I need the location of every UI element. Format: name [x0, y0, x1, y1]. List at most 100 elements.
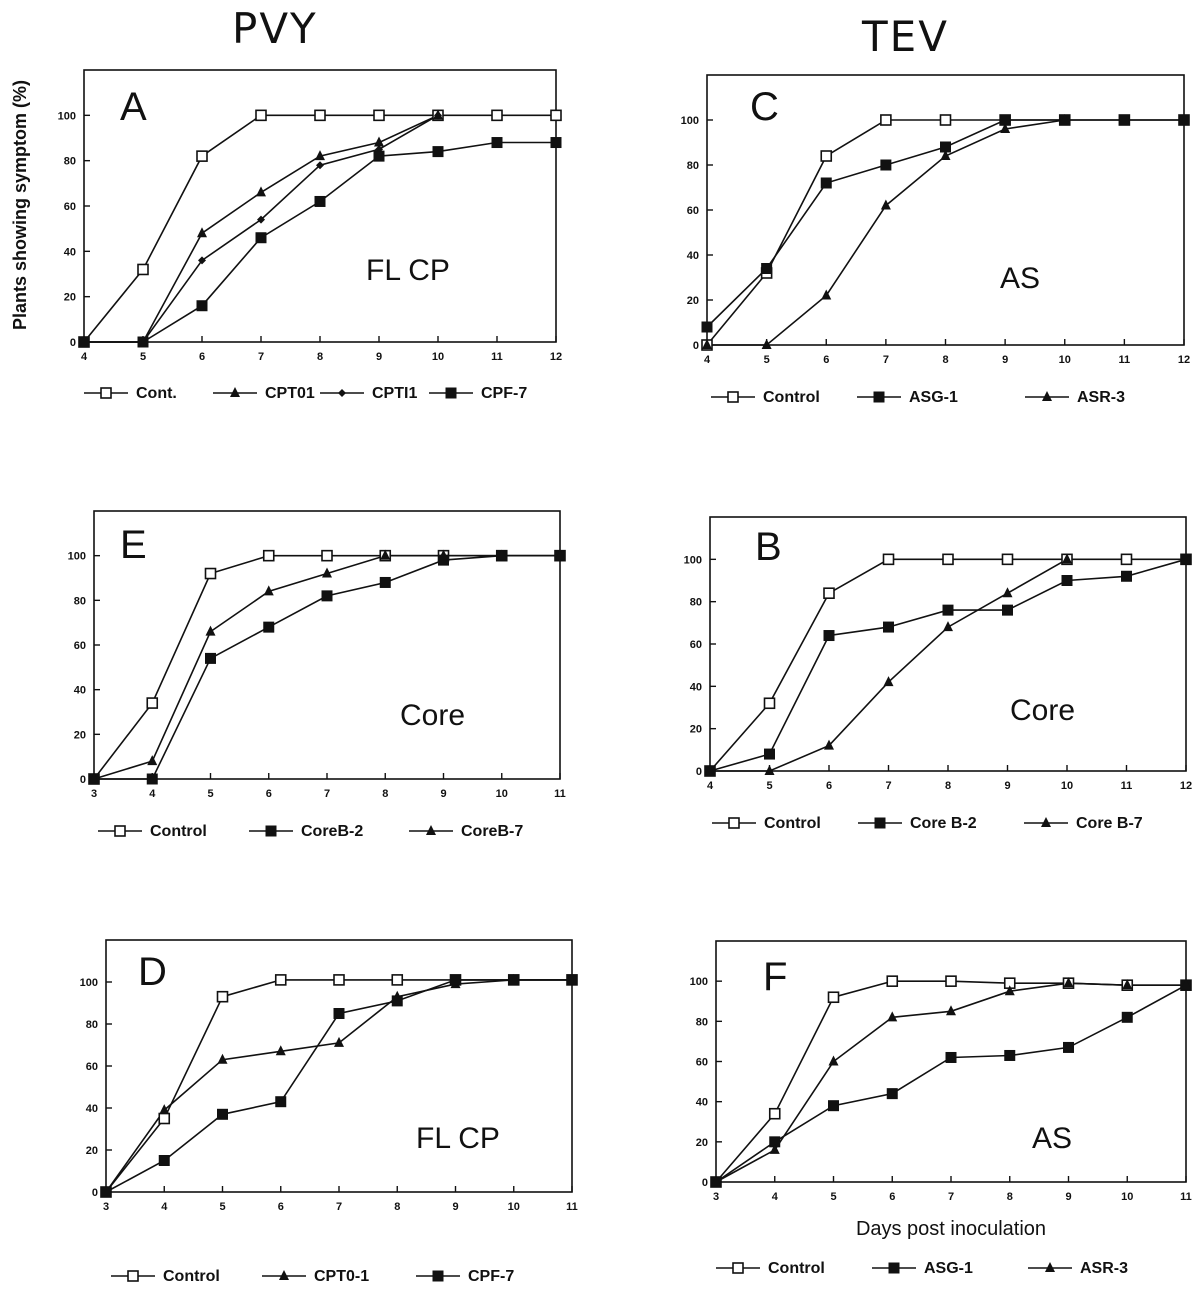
legend-label: ASR-3	[1080, 1260, 1128, 1277]
y-tick-label: 20	[64, 292, 76, 304]
data-point	[491, 137, 503, 149]
series-line	[84, 114, 439, 343]
data-point	[566, 974, 578, 986]
data-point	[333, 1008, 345, 1019]
y-tick-label: 100	[690, 976, 708, 988]
data-point	[886, 1088, 898, 1100]
x-tick-label: 9	[1065, 1191, 1071, 1203]
data-point	[217, 1108, 228, 1120]
panel-d: 0 20 40 60 80 100 3 4 5 6 7 8 9 10 11 D FL CP Control CPT0…	[80, 939, 578, 1285]
y-tick-label: 100	[58, 110, 76, 122]
x-tick-label: 10	[508, 1201, 520, 1213]
legend-marker	[265, 825, 277, 837]
x-tick-label: 6	[889, 1191, 895, 1203]
x-tick-label: 7	[336, 1201, 342, 1213]
legend-marker	[1045, 1262, 1055, 1272]
data-point	[1061, 575, 1073, 586]
data-point	[764, 765, 775, 775]
data-point	[217, 1053, 228, 1064]
data-point	[491, 109, 503, 122]
data-point	[263, 585, 274, 596]
data-point	[883, 676, 894, 687]
data-point	[1118, 114, 1130, 126]
legend-label: CPF-7	[481, 385, 527, 402]
y-tick-label: 20	[690, 724, 702, 736]
data-point	[823, 630, 835, 642]
data-point	[769, 1143, 780, 1154]
data-point	[334, 1036, 344, 1047]
legend-label: Control	[163, 1268, 220, 1285]
x-tick-label: 5	[766, 780, 772, 792]
legend-marker	[728, 817, 740, 829]
x-tick-label: 5	[140, 351, 146, 363]
y-tick-label: 80	[74, 595, 86, 607]
legend-label: Control	[768, 1260, 825, 1277]
y-tick-label: 0	[92, 1187, 98, 1199]
x-tick-label: 6	[199, 351, 205, 363]
data-point	[432, 146, 444, 158]
x-tick-label: 3	[103, 1201, 109, 1213]
y-tick-label: 60	[687, 205, 699, 217]
data-point	[205, 625, 216, 636]
data-point	[1001, 553, 1014, 566]
data-point	[701, 321, 713, 333]
data-point	[883, 621, 894, 633]
data-point	[374, 136, 384, 147]
x-tick-label: 8	[394, 1201, 400, 1213]
data-point	[100, 1186, 112, 1198]
data-point	[314, 109, 326, 122]
legend-marker	[230, 387, 240, 397]
legend-label: ASG-1	[924, 1260, 973, 1277]
data-point	[158, 1155, 170, 1166]
series-line	[707, 119, 1065, 346]
data-point	[316, 161, 324, 170]
data-point	[887, 1011, 898, 1022]
data-point	[78, 336, 90, 348]
data-point	[880, 114, 892, 126]
data-point	[322, 567, 332, 578]
data-point	[1004, 1049, 1016, 1061]
y-tick-label: 20	[86, 1145, 98, 1157]
legend-marker	[100, 387, 112, 399]
data-point	[257, 215, 265, 224]
data-point	[137, 263, 149, 276]
data-point	[1063, 977, 1074, 988]
series-line	[710, 558, 1068, 772]
x-tick-label: 10	[1121, 1191, 1133, 1203]
data-point	[942, 553, 954, 566]
y-tick-label: 80	[690, 597, 702, 609]
data-point	[438, 549, 449, 560]
x-tick-label: 12	[1178, 354, 1190, 366]
x-tick-label: 6	[278, 1201, 284, 1213]
panel-a: 0 20 40 60 80 100 4 5 6 7 8 9 10 11 12 Plants showing s…	[10, 69, 562, 402]
x-tick-label: 3	[713, 1191, 719, 1203]
data-point	[274, 974, 287, 986]
data-point	[333, 974, 345, 986]
data-point	[159, 1104, 170, 1115]
data-point	[137, 336, 149, 348]
data-point	[434, 111, 442, 120]
y-tick-label: 40	[74, 685, 86, 697]
panel-annotation: FL CP	[366, 254, 450, 287]
data-point	[1121, 570, 1132, 582]
x-tick-label: 5	[219, 1201, 225, 1213]
y-axis-label: Plants showing symptom (%)	[10, 80, 30, 330]
data-point	[315, 150, 325, 161]
legend-label: Control	[150, 823, 207, 840]
x-tick-label: 12	[550, 351, 562, 363]
series-line	[93, 554, 560, 780]
x-tick-label: 9	[1002, 354, 1008, 366]
data-point	[827, 991, 840, 1004]
legend-label: Core B-7	[1076, 815, 1143, 832]
data-point	[828, 1100, 839, 1112]
x-tick-label: 5	[830, 1191, 836, 1203]
data-point	[198, 256, 206, 265]
panel-b: 0 20 40 60 80 100 4 5 6 7 8 9 10 11 12 B Core Control Core…	[684, 516, 1192, 832]
legend-label: ASR-3	[1077, 389, 1125, 406]
legend-label: CPF-7	[468, 1268, 514, 1285]
data-point	[880, 199, 891, 210]
x-tick-label: 10	[432, 351, 444, 363]
data-point	[943, 621, 953, 632]
x-tick-label: 10	[1061, 780, 1073, 792]
